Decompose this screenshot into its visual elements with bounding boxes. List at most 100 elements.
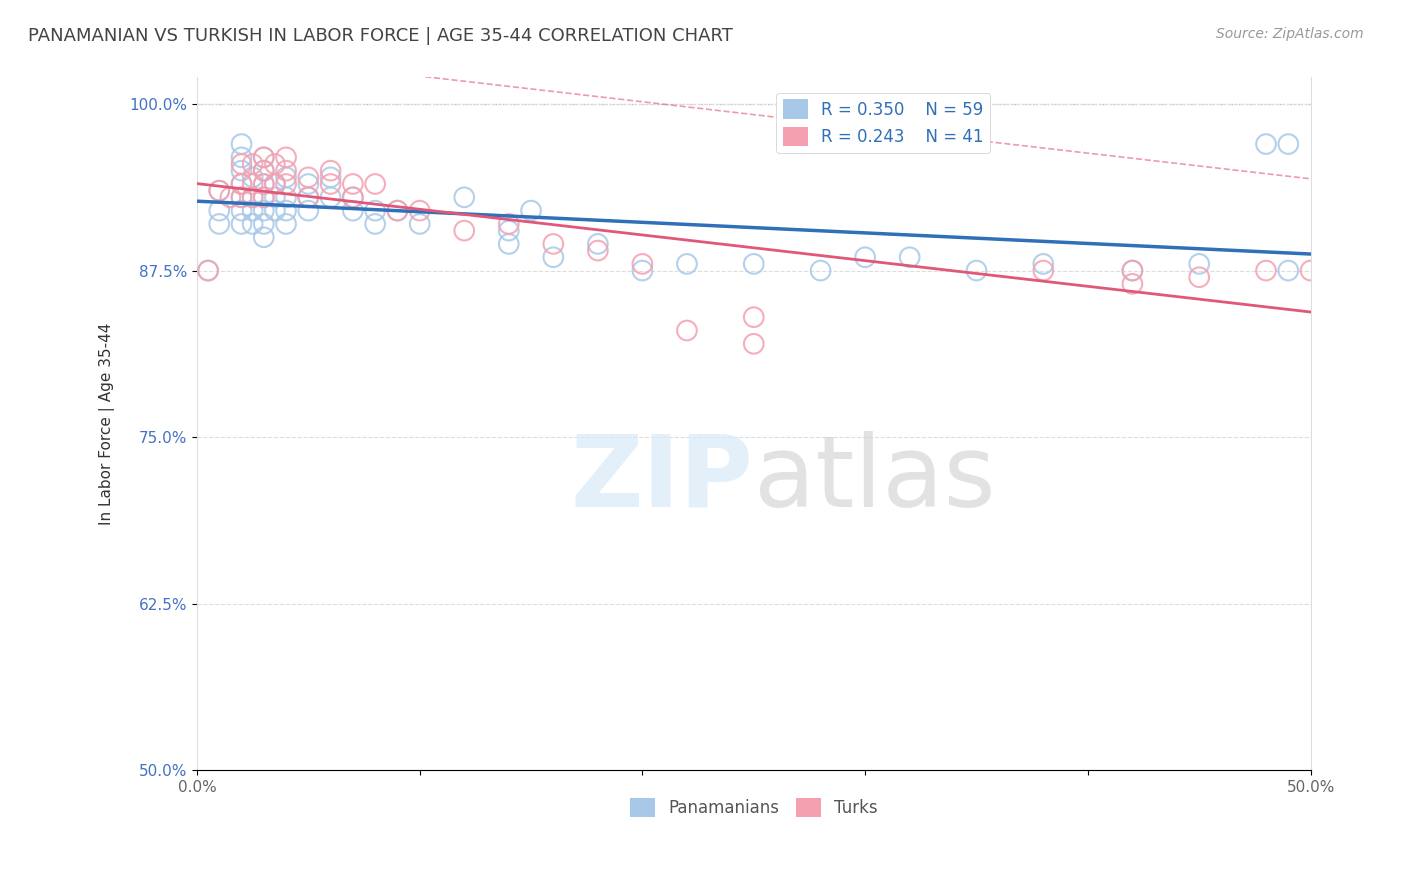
Point [219,190,242,204]
Point [208,203,231,218]
Point [253,150,276,164]
Point [231,150,253,164]
Point [197,263,219,277]
Text: PANAMANIAN VS TURKISH IN LABOR FORCE | AGE 35-44 CORRELATION CHART: PANAMANIAN VS TURKISH IN LABOR FORCE | A… [28,27,733,45]
Point [342,190,364,204]
Text: atlas: atlas [754,431,995,528]
Point [342,177,364,191]
Point [208,184,231,198]
Point [520,203,543,218]
Point [253,177,276,191]
Point [231,157,253,171]
Point [242,177,264,191]
Point [319,163,342,178]
Point [297,170,319,185]
Point [498,236,520,251]
Point [631,263,654,277]
Text: Source: ZipAtlas.com: Source: ZipAtlas.com [1216,27,1364,41]
Point [319,190,342,204]
Point [387,203,409,218]
Legend: Panamanians, Turks: Panamanians, Turks [623,791,884,824]
Point [676,324,699,338]
Point [297,190,319,204]
Point [1254,263,1277,277]
Point [253,150,276,164]
Point [966,263,988,277]
Point [1277,263,1299,277]
Point [208,217,231,231]
Y-axis label: In Labor Force | Age 35-44: In Labor Force | Age 35-44 [100,323,115,524]
Point [253,203,276,218]
Point [253,190,276,204]
Point [319,170,342,185]
Point [742,336,765,351]
Point [231,136,253,151]
Point [1121,263,1143,277]
Point [231,177,253,191]
Point [231,177,253,191]
Point [742,257,765,271]
Point [319,177,342,191]
Point [364,217,387,231]
Point [231,163,253,178]
Point [274,190,297,204]
Point [898,250,921,264]
Point [631,257,654,271]
Point [253,190,276,204]
Point [1254,136,1277,151]
Point [742,310,765,325]
Point [586,244,609,258]
Point [409,217,432,231]
Point [543,236,565,251]
Point [253,230,276,244]
Point [264,157,287,171]
Point [231,190,253,204]
Point [453,190,475,204]
Point [253,163,276,178]
Point [498,217,520,231]
Point [274,150,297,164]
Point [342,190,364,204]
Point [387,203,409,218]
Point [543,250,565,264]
Point [297,177,319,191]
Point [364,177,387,191]
Point [1188,270,1211,285]
Point [274,163,297,178]
Point [342,203,364,218]
Point [274,203,297,218]
Point [1121,277,1143,291]
Point [297,190,319,204]
Point [364,203,387,218]
Point [253,177,276,191]
Point [676,257,699,271]
Point [264,203,287,218]
Point [274,217,297,231]
Point [1299,263,1322,277]
Point [409,203,432,218]
Point [586,236,609,251]
Point [242,203,264,218]
Point [1277,136,1299,151]
Point [810,263,832,277]
Point [231,217,253,231]
Point [253,217,276,231]
Point [1032,263,1054,277]
Point [264,177,287,191]
Point [231,203,253,218]
Point [853,250,876,264]
Point [1121,263,1143,277]
Point [242,157,264,171]
Point [1188,257,1211,271]
Point [297,203,319,218]
Point [208,184,231,198]
Point [498,224,520,238]
Point [197,263,219,277]
Text: ZIP: ZIP [571,431,754,528]
Point [274,170,297,185]
Point [453,224,475,238]
Point [242,190,264,204]
Point [253,163,276,178]
Point [274,177,297,191]
Point [242,190,264,204]
